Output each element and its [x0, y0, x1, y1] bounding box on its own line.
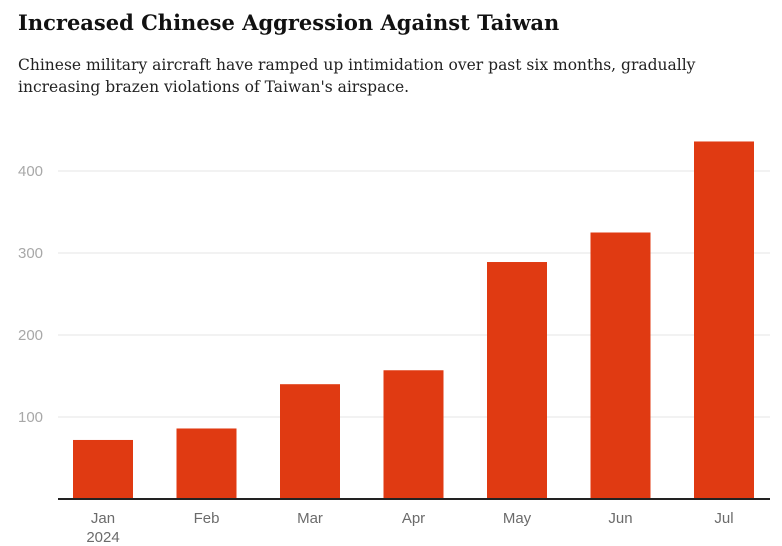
chart-title: Increased Chinese Aggression Against Tai…: [18, 10, 560, 35]
y-tick-label-300: 300: [18, 245, 43, 262]
y-tick-label-100: 100: [18, 409, 43, 426]
x-tick-label-jul: Jul: [714, 510, 733, 527]
x-tick-label-mar: Mar: [297, 510, 323, 527]
bar-jun: [590, 232, 651, 499]
axis-labels: 100 200 300 400 Jan 2024 Feb Mar Apr May Jun Jul: [18, 163, 734, 546]
bar-may: [487, 262, 547, 499]
x-tick-label-feb: Feb: [194, 510, 220, 527]
chart-subtitle: Chinese military aircraft have ramped up…: [18, 56, 696, 96]
y-tick-label-400: 400: [18, 163, 43, 180]
bar-jul: [694, 141, 754, 500]
x-tick-label-apr: Apr: [402, 510, 425, 527]
bar-mar: [280, 384, 340, 499]
bar-jan: [73, 439, 133, 499]
bar-feb: [176, 428, 237, 499]
bars: [73, 141, 754, 500]
x-tick-label-jun: Jun: [608, 510, 632, 527]
x-tick-sublabel-jan: 2024: [86, 529, 119, 546]
bar-apr: [383, 370, 444, 499]
x-tick-label-may: May: [503, 510, 532, 527]
y-tick-label-200: 200: [18, 327, 43, 344]
x-tick-label-jan: Jan: [91, 510, 115, 527]
